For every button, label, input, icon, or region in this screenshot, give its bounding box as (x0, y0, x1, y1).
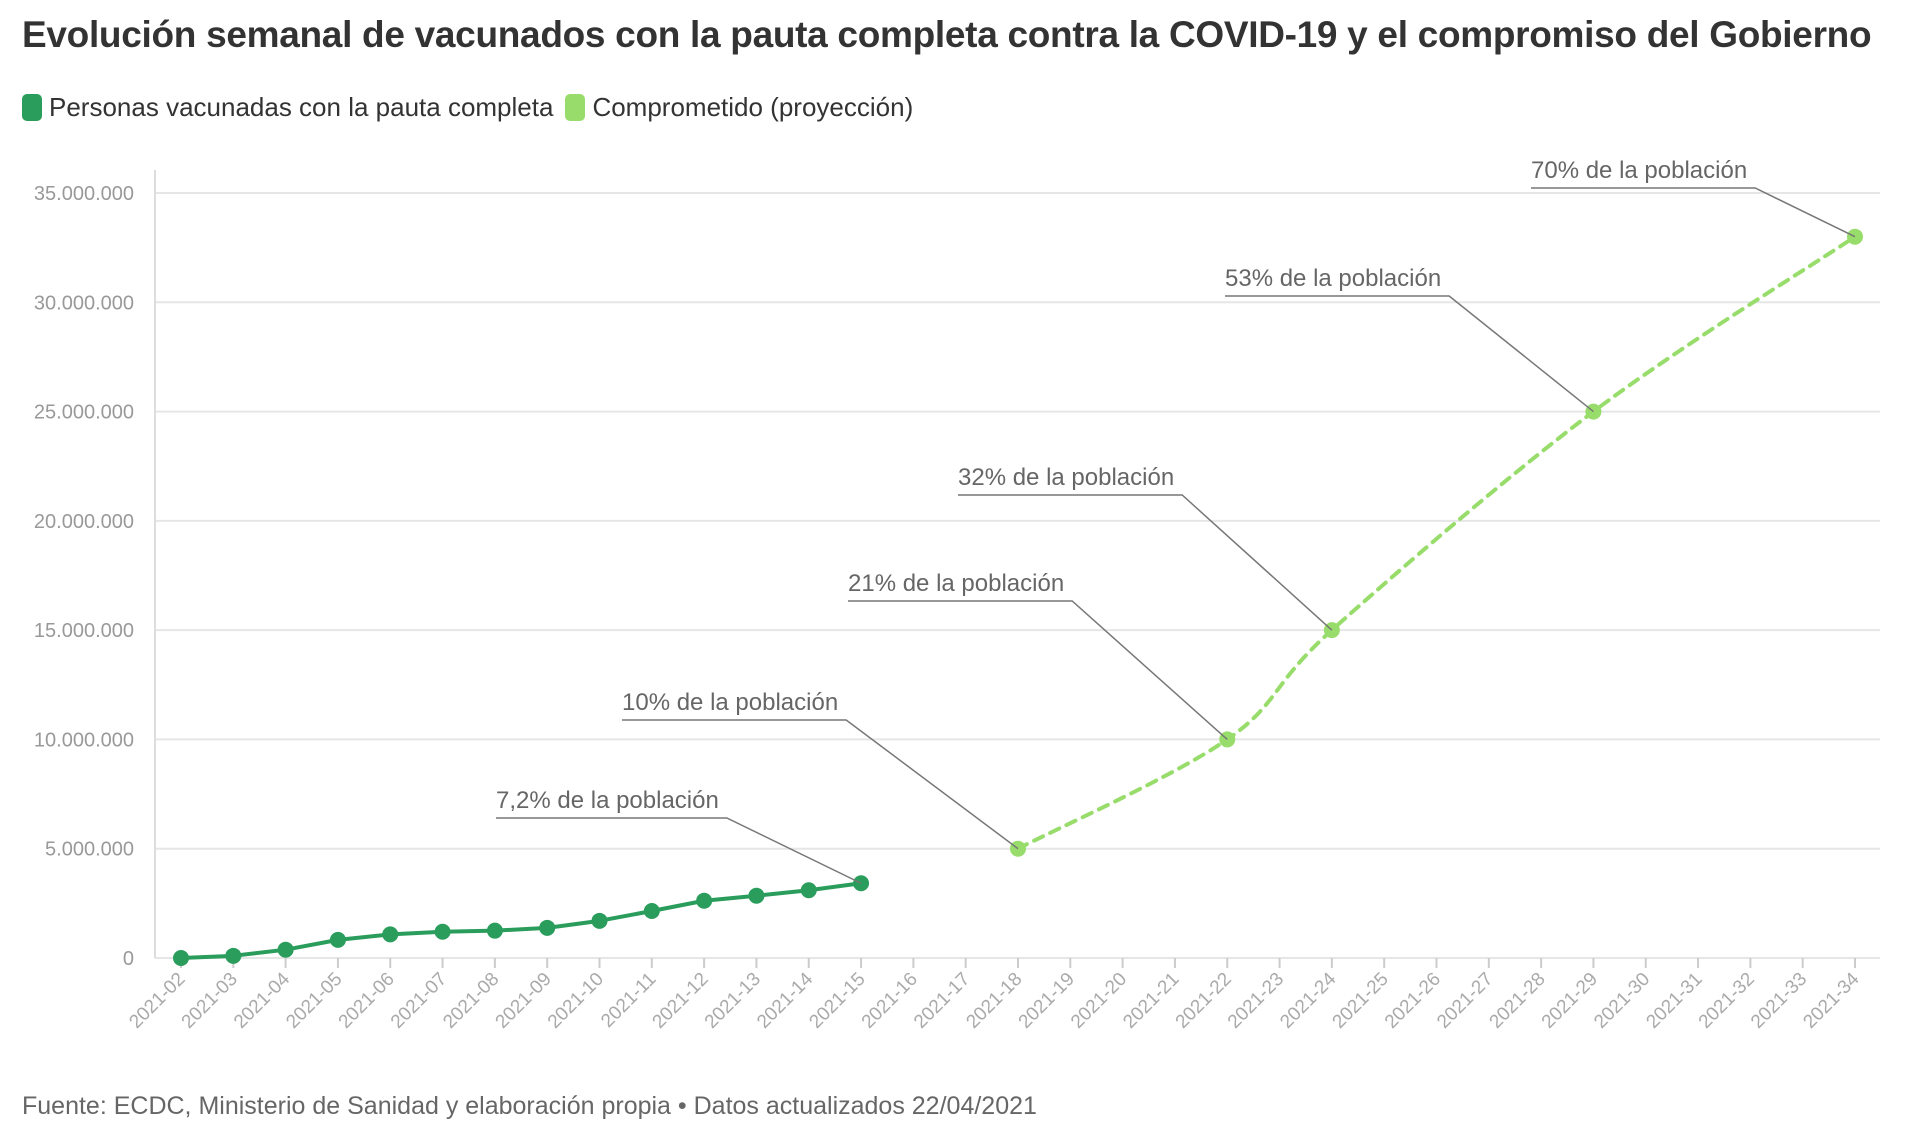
vaccinated-point (696, 892, 713, 909)
x-tick-label: 2021-14 (753, 968, 817, 1032)
x-tick-label: 2021-02 (125, 969, 189, 1033)
annotation-label: 7,2% de la población (496, 787, 719, 814)
x-tick-label: 2021-25 (1329, 969, 1393, 1033)
annotation-label: 32% de la población (958, 464, 1174, 491)
vaccinated-point (329, 931, 346, 948)
annotation-label: 53% de la población (1225, 265, 1441, 292)
x-tick-label: 2021-06 (335, 969, 399, 1033)
legend-item-projection[interactable]: Comprometido (proyección) (565, 92, 913, 123)
x-tick-label: 2021-09 (492, 969, 556, 1033)
y-tick-label: 10.000.000 (34, 729, 134, 751)
x-tick-label: 2021-04 (230, 968, 294, 1032)
source-footer: Fuente: ECDC, Ministerio de Sanidad y el… (22, 1092, 1037, 1120)
x-tick-label: 2021-33 (1747, 969, 1811, 1033)
vaccinated-point (800, 882, 817, 899)
vaccinated-line (179, 881, 864, 960)
annotation-label: 70% de la población (1531, 157, 1747, 184)
x-tick-label: 2021-18 (962, 969, 1026, 1033)
x-tick-label: 2021-16 (858, 969, 922, 1033)
vaccinated-point (277, 941, 294, 958)
legend-label-projection: Comprometido (proyección) (592, 92, 914, 122)
x-tick-label: 2021-15 (805, 969, 869, 1033)
projection-line (1016, 234, 1857, 851)
vaccinated-point (539, 919, 556, 936)
y-tick-label: 15.000.000 (34, 620, 134, 642)
y-tick-label: 20.000.000 (34, 511, 134, 533)
annotation-leader (1225, 295, 1594, 413)
y-tick-label: 5.000.000 (45, 839, 134, 861)
vaccinated-point (643, 903, 660, 920)
legend-swatch-vaccinated (22, 94, 42, 121)
vaccinated-point (486, 922, 503, 939)
y-tick-label: 25.000.000 (34, 402, 134, 424)
annotation-leader (1531, 187, 1856, 238)
x-tick-label: 2021-05 (282, 969, 346, 1033)
x-tick-label: 2021-07 (387, 969, 451, 1033)
x-tick-label: 2021-24 (1276, 968, 1340, 1032)
line-chart: 0 5.000.000 10.000.000 15.000.000 20.000.000… (34, 157, 1880, 1033)
x-tick-label: 2021-08 (439, 969, 503, 1033)
x-tick-label: 2021-11 (597, 969, 660, 1032)
x-tick-label: 2021-19 (1015, 969, 1079, 1033)
x-tick-label: 2021-22 (1172, 969, 1236, 1033)
annotation-label: 21% de la población (848, 570, 1064, 597)
vaccinated-point (591, 912, 608, 929)
x-tick-label: 2021-28 (1486, 969, 1550, 1033)
vaccinated-point (382, 926, 399, 943)
vaccinated-point (173, 950, 189, 966)
x-tick-label: 2021-26 (1381, 969, 1445, 1033)
x-tick-label: 2021-12 (649, 969, 713, 1033)
annotation-label: 10% de la población (622, 689, 838, 716)
x-tick-label: 2021-13 (701, 969, 765, 1033)
chart-title: Evolución semanal de vacunados con la pa… (22, 14, 1872, 55)
x-tick-label: 2021-21 (1119, 969, 1183, 1033)
annotation-leader (622, 719, 1019, 850)
annotation-leader (496, 817, 862, 884)
annotation-leader (958, 494, 1333, 631)
legend-swatch-projection (565, 94, 586, 121)
x-tick-label: 2021-27 (1433, 969, 1497, 1033)
x-tick-label: 2021-17 (910, 969, 974, 1033)
x-tick-label: 2021-32 (1695, 969, 1759, 1033)
y-tick-label: 35.000.000 (34, 183, 134, 205)
annotation-leader (848, 600, 1228, 740)
vaccinated-point (434, 923, 451, 940)
legend: Personas vacunadas con la pauta completa… (22, 92, 925, 123)
x-tick-label: 2021-34 (1799, 968, 1863, 1032)
y-tick-label: 0 (123, 948, 134, 970)
x-tick-label: 2021-23 (1224, 969, 1288, 1033)
x-tick-label: 2021-30 (1590, 969, 1654, 1033)
legend-label-vaccinated: Personas vacunadas con la pauta completa (49, 92, 554, 122)
vaccinated-point (225, 947, 242, 964)
x-tick-label: 2021-03 (178, 969, 242, 1033)
x-tick-label: 2021-10 (544, 969, 608, 1033)
x-tick-label: 2021-31 (1642, 969, 1706, 1033)
x-tick-label: 2021-29 (1538, 969, 1602, 1033)
y-tick-label: 30.000.000 (34, 292, 134, 314)
vaccinated-point (748, 887, 765, 904)
legend-item-vaccinated[interactable]: Personas vacunadas con la pauta completa (22, 92, 553, 123)
x-tick-label: 2021-20 (1067, 969, 1131, 1033)
